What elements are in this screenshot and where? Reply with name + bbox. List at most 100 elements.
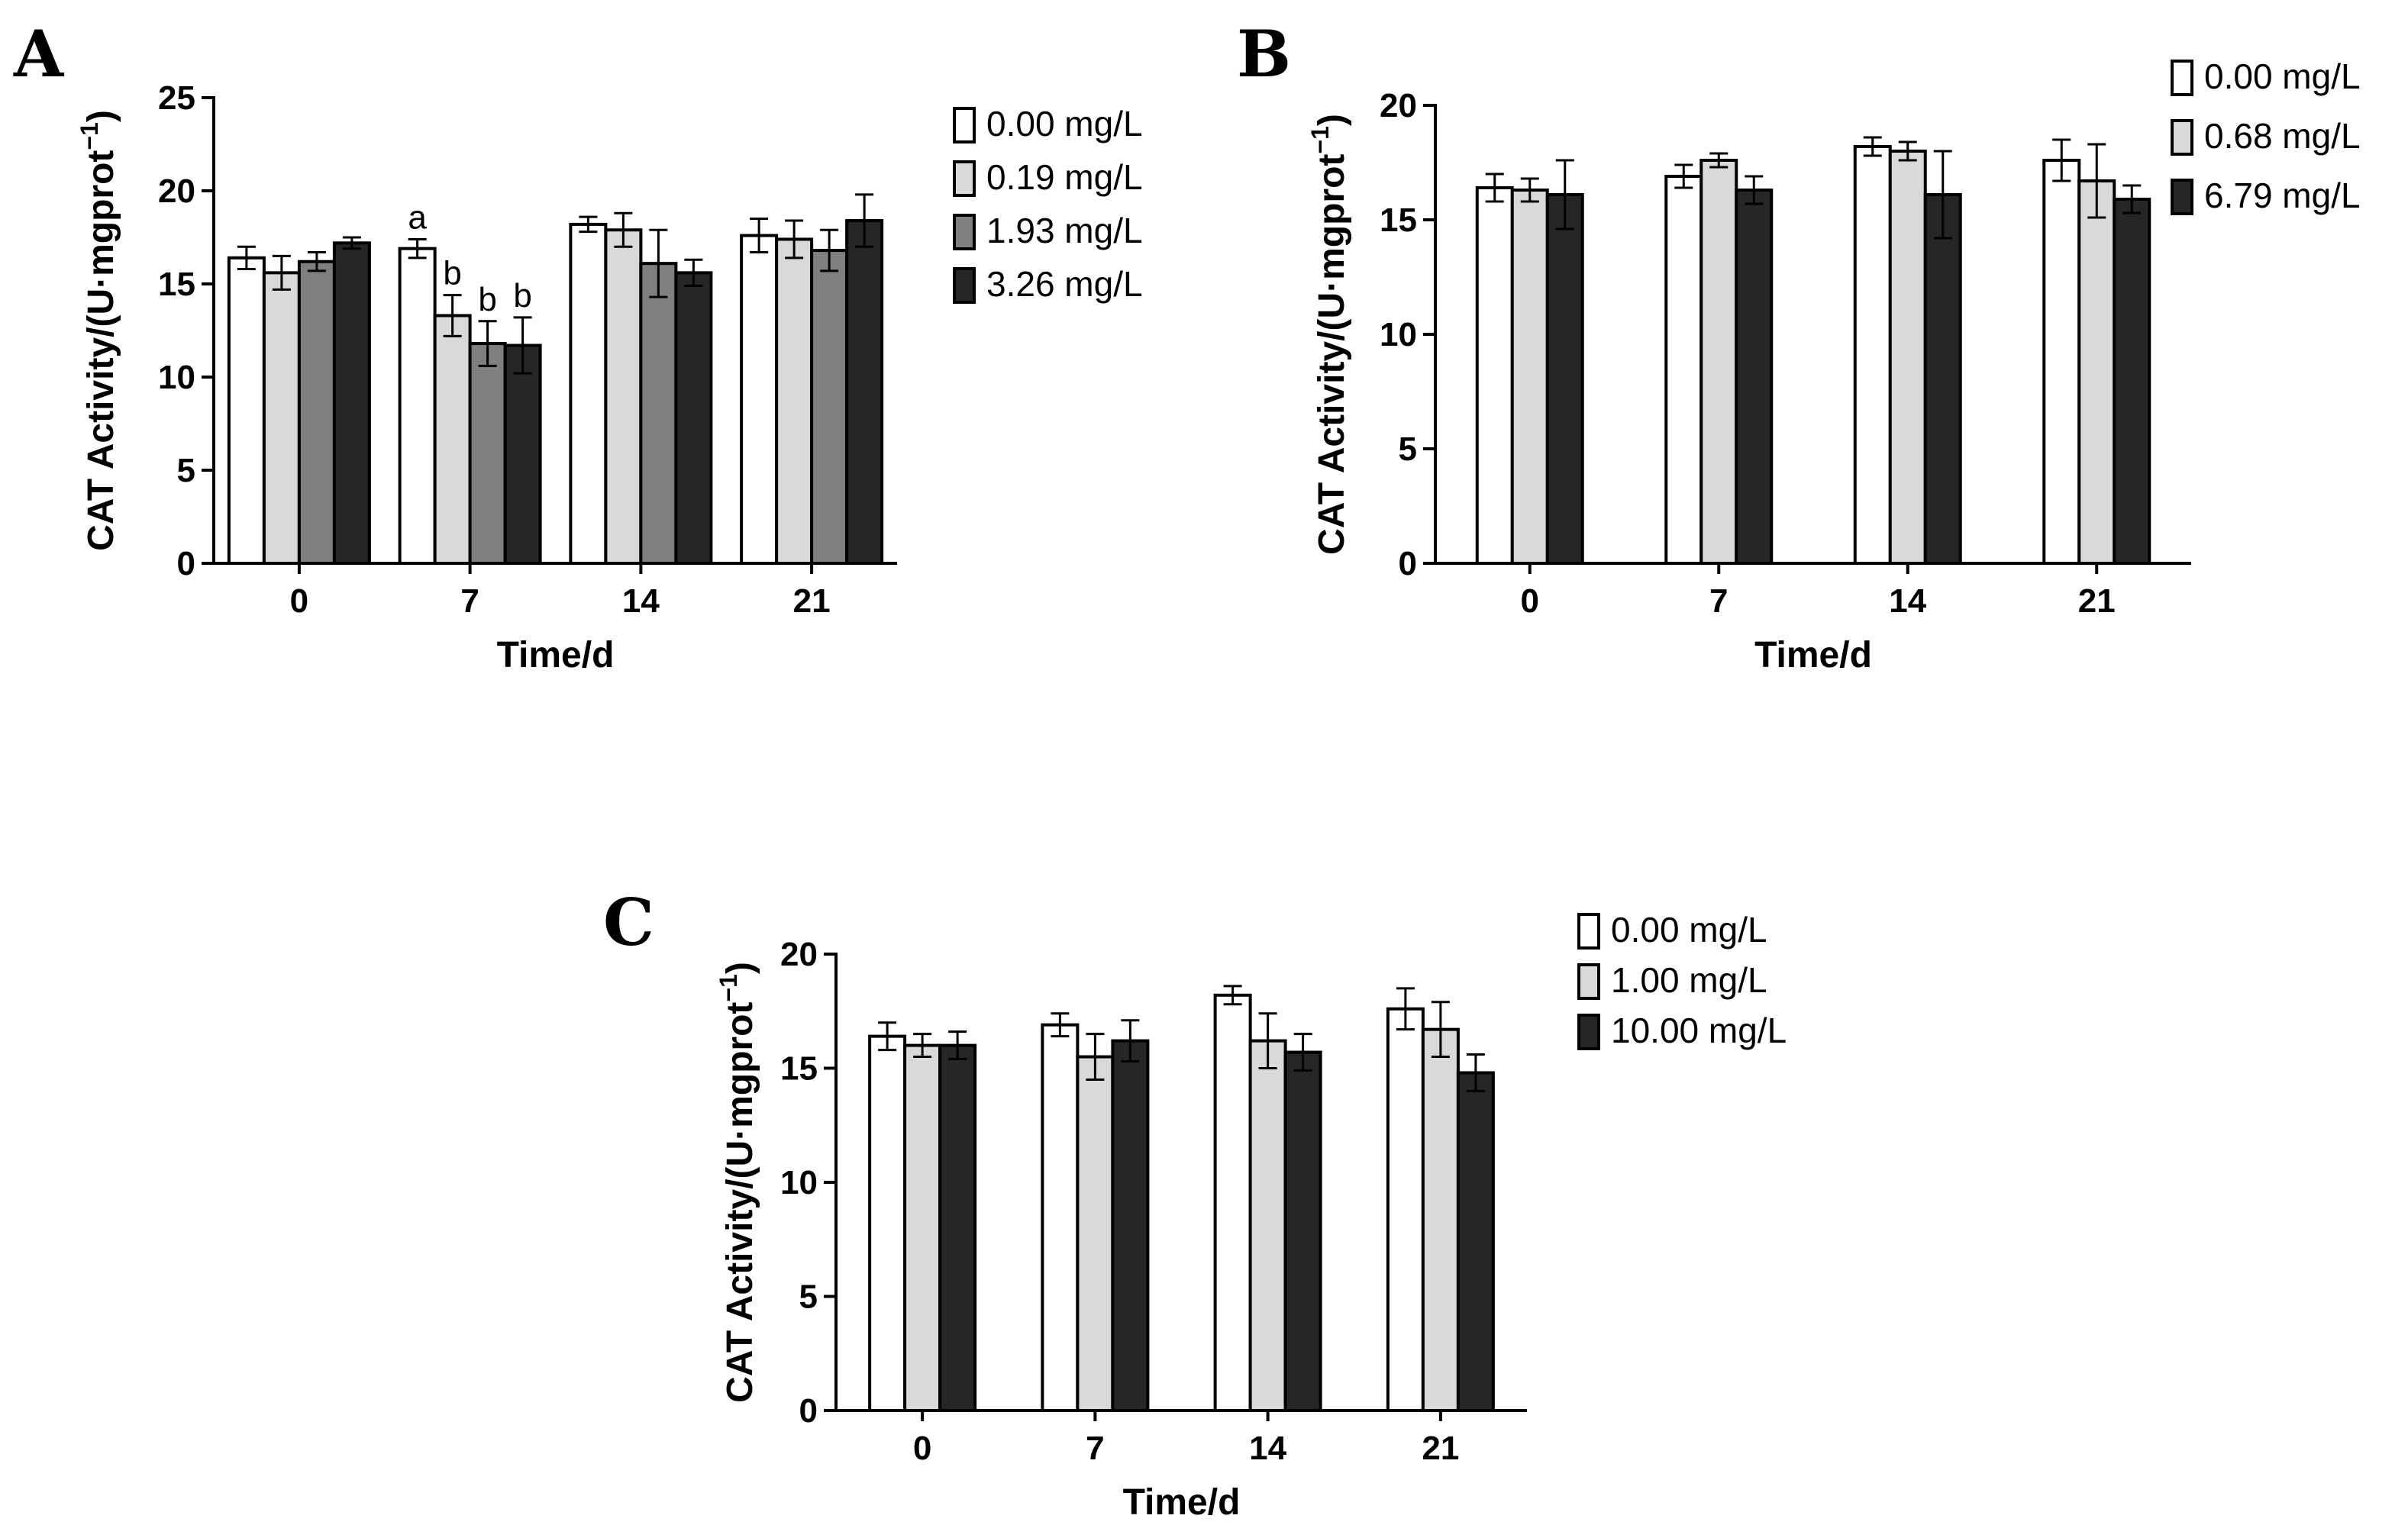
significance-label: a xyxy=(408,198,427,236)
bar xyxy=(1475,186,1514,565)
bar xyxy=(1888,150,1927,565)
y-tick-label: 5 xyxy=(799,1278,818,1316)
bar xyxy=(1510,189,1549,565)
x-tick-label: 7 xyxy=(1709,582,1728,620)
y-tick-label: 20 xyxy=(780,936,818,973)
y-axis-title: CAT Activity/(U·mgprot−1) xyxy=(715,962,760,1403)
y-tick-label: 0 xyxy=(177,545,195,582)
y-tick-label: 0 xyxy=(1399,545,1417,582)
bar xyxy=(1923,193,1962,565)
y-axis-title: CAT Activity/(U·mgprot−1) xyxy=(1306,114,1352,555)
chart-panel-c: C 0 5 10 15 20 0 7 14 21 Time/d CAT Activity/(U·mgp… xyxy=(603,885,1787,1523)
y-axis-title-close: ) xyxy=(81,110,121,122)
bar xyxy=(1041,1023,1080,1412)
bar xyxy=(903,1043,942,1412)
bar xyxy=(1545,193,1584,565)
legend-label: 3.26 mg/L xyxy=(986,264,1143,304)
legend-swatch xyxy=(953,267,976,304)
x-tick-label: 0 xyxy=(1521,582,1539,620)
x-tick-label: 21 xyxy=(2078,582,2116,620)
bar xyxy=(740,234,779,565)
bar xyxy=(1421,1027,1460,1413)
bar xyxy=(1076,1055,1115,1413)
x-tick-label: 7 xyxy=(1086,1430,1104,1467)
x-axis-title: Time/d xyxy=(497,635,615,675)
legend-label: 0.19 mg/L xyxy=(986,157,1143,197)
legend-swatch xyxy=(1577,913,1600,950)
legend-swatch xyxy=(953,107,976,143)
bar xyxy=(1213,993,1252,1412)
bar xyxy=(938,1043,977,1412)
panel-label: B xyxy=(1237,16,1291,92)
x-tick-label: 0 xyxy=(290,582,308,620)
y-axis-title-main: CAT Activity/(U·mgprot xyxy=(720,1002,760,1403)
bar xyxy=(845,219,884,565)
y-tick-label: 0 xyxy=(799,1392,818,1430)
x-tick-label: 14 xyxy=(622,582,660,620)
bar xyxy=(604,228,643,565)
bar xyxy=(227,256,266,565)
bar xyxy=(639,262,678,565)
y-tick-label: 15 xyxy=(780,1050,818,1088)
y-tick-label: 15 xyxy=(1380,202,1417,239)
legend-swatch xyxy=(2171,119,2193,156)
panel-label: C xyxy=(603,885,654,960)
y-axis-title-main: CAT Activity/(U·mgprot xyxy=(81,150,121,551)
x-tick-label: 14 xyxy=(1889,582,1926,620)
y-axis-title: CAT Activity/(U·mgprot−1) xyxy=(76,110,121,551)
legend-label: 0.68 mg/L xyxy=(2204,116,2361,156)
x-tick-label: 7 xyxy=(460,582,479,620)
x-axis-title: Time/d xyxy=(1754,635,1872,675)
y-tick-label: 10 xyxy=(780,1164,818,1201)
y-tick-label: 25 xyxy=(158,79,195,117)
bar xyxy=(775,237,814,565)
bar xyxy=(2077,179,2116,565)
bar xyxy=(674,271,713,565)
y-tick-label: 5 xyxy=(177,452,195,489)
bar xyxy=(297,260,336,565)
panel-label: A xyxy=(13,16,65,92)
bar xyxy=(569,222,608,565)
chart-panel-b: B 0 5 10 15 20 0 7 14 21 Time/d CAT Activity/(U·mgp… xyxy=(1237,16,2361,675)
y-axis-title-close: ) xyxy=(1312,114,1352,126)
significance-label: b xyxy=(513,277,531,314)
bar xyxy=(398,247,437,565)
bar xyxy=(1111,1039,1150,1412)
legend-swatch xyxy=(1577,1014,1600,1050)
bar xyxy=(1456,1071,1495,1412)
y-tick-label: 20 xyxy=(158,173,195,210)
y-axis-title-superscript: −1 xyxy=(1306,126,1334,153)
legend-label: 10.00 mg/L xyxy=(1611,1011,1787,1050)
bar xyxy=(1664,175,1703,565)
bar xyxy=(1248,1039,1287,1412)
bar xyxy=(1283,1050,1322,1412)
bar xyxy=(1699,159,1738,565)
y-axis-title-superscript: −1 xyxy=(715,974,742,1001)
bar xyxy=(468,342,507,565)
x-tick-label: 0 xyxy=(913,1430,931,1467)
y-axis-title-main: CAT Activity/(U·mgprot xyxy=(1312,154,1352,555)
x-tick-label: 21 xyxy=(1422,1430,1459,1467)
x-tick-label: 14 xyxy=(1249,1430,1286,1467)
legend-label: 0.00 mg/L xyxy=(986,104,1143,143)
significance-label: b xyxy=(443,255,461,292)
y-axis-title-close: ) xyxy=(720,962,760,974)
legend-swatch xyxy=(2171,179,2193,215)
bar xyxy=(2042,159,2081,565)
significance-label: b xyxy=(478,281,496,318)
legend-label: 0.00 mg/L xyxy=(1611,910,1767,950)
legend-label: 1.93 mg/L xyxy=(986,211,1143,250)
bar xyxy=(1386,1007,1425,1412)
bar xyxy=(2113,198,2151,565)
bar xyxy=(503,343,542,565)
bar xyxy=(1853,145,1892,565)
legend-swatch xyxy=(1577,963,1600,1000)
legend-label: 1.00 mg/L xyxy=(1611,960,1767,1000)
y-tick-label: 10 xyxy=(1380,316,1417,353)
y-tick-label: 20 xyxy=(1380,87,1417,124)
legend-label: 0.00 mg/L xyxy=(2204,56,2361,96)
x-tick-label: 21 xyxy=(793,582,831,620)
bar xyxy=(332,241,371,565)
